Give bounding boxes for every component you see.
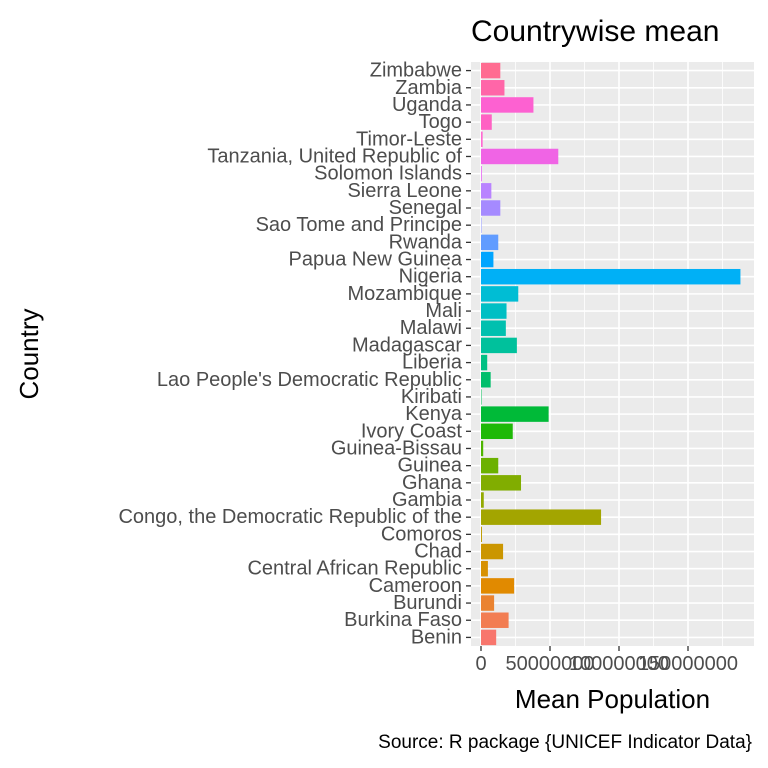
bars: [481, 62, 741, 646]
bar: [481, 320, 506, 336]
bar: [481, 457, 499, 474]
y-tick-label: Sierra Leone: [347, 180, 462, 202]
bar: [481, 183, 492, 199]
bar: [481, 80, 505, 96]
y-tick-label: Ivory Coast: [361, 420, 463, 442]
y-tick-label: Congo, the Democratic Republic of the: [118, 506, 462, 528]
x-tick-label: 50000000: [506, 653, 595, 675]
bar: [481, 251, 494, 268]
y-tick-label: Mali: [425, 300, 462, 322]
bar: [481, 148, 559, 165]
y-tick-label: Burkina Faso: [344, 609, 462, 631]
y-axis-title: Country: [14, 308, 44, 399]
y-tick-label: Malawi: [400, 317, 462, 339]
y-tick-label: Liberia: [402, 352, 463, 374]
chart-caption: Source: R package {UNICEF Indicator Data…: [378, 732, 752, 753]
y-tick-label: Central African Republic: [247, 558, 462, 580]
bar: [481, 268, 741, 285]
y-tick-label: Kiribati: [401, 386, 462, 408]
y-tick-label: Solomon Islands: [314, 163, 462, 185]
y-tick-label: Rwanda: [389, 231, 463, 253]
bar: [481, 337, 517, 354]
y-tick-label: Ghana: [402, 472, 463, 494]
y-tick-label: Zimbabwe: [370, 60, 462, 82]
x-axis-title: Mean Population: [515, 684, 710, 714]
bar: [481, 62, 501, 79]
bar: [481, 612, 509, 628]
y-tick-label: Madagascar: [352, 334, 462, 356]
y-tick-label: Papua New Guinea: [289, 249, 463, 271]
bar: [481, 114, 492, 130]
y-tick-label: Benin: [411, 626, 462, 648]
y-tick-label: Mozambique: [347, 283, 462, 305]
y-tick-label: Senegal: [389, 197, 462, 219]
y-tick-label: Chad: [414, 541, 462, 563]
y-tick-label: Guinea: [398, 455, 463, 477]
bar: [481, 200, 501, 216]
bar: [481, 595, 495, 611]
bar: [481, 217, 482, 233]
y-tick-label: Lao People's Democratic Republic: [157, 369, 462, 391]
x-tick-label: 0: [475, 653, 486, 675]
bar: [481, 509, 602, 525]
bar: [481, 286, 519, 302]
bar: [481, 560, 488, 577]
x-tick-label: 100000000: [569, 653, 669, 675]
y-tick-label: Zambia: [395, 77, 463, 99]
bar: [481, 234, 499, 251]
bar: [481, 578, 515, 594]
bar: [481, 526, 482, 543]
bar: [481, 629, 497, 646]
y-tick-label: Gambia: [392, 489, 463, 511]
bar: [481, 354, 488, 371]
bar: [481, 303, 507, 319]
y-tick-label: Kenya: [405, 403, 463, 425]
y-tick-label: Tanzania, United Republic of: [207, 145, 462, 167]
y-tick-label: Timor-Leste: [356, 128, 462, 150]
y-tick-label: Comoros: [381, 523, 462, 545]
bar: [481, 475, 522, 491]
y-tick-label: Nigeria: [399, 266, 463, 288]
bar: [481, 165, 482, 182]
bar: [481, 423, 513, 440]
y-tick-label: Sao Tome and Principe: [256, 214, 462, 236]
bar: [481, 492, 484, 508]
y-tick-label: Guinea-Bissau: [331, 437, 462, 459]
y-tick-label: Burundi: [393, 592, 462, 614]
y-tick-label: Cameroon: [369, 575, 462, 597]
bar: [481, 131, 483, 148]
y-tick-label: Togo: [419, 111, 462, 133]
bar: [481, 389, 482, 405]
bar: [481, 97, 534, 113]
y-tick-label: Uganda: [392, 94, 463, 116]
x-tick-label: 150000000: [638, 653, 738, 675]
bar: [481, 406, 549, 422]
bar: [481, 440, 484, 457]
bar: [481, 543, 504, 560]
bar: [481, 372, 491, 388]
chart-title: Countrywise mean: [471, 15, 719, 48]
